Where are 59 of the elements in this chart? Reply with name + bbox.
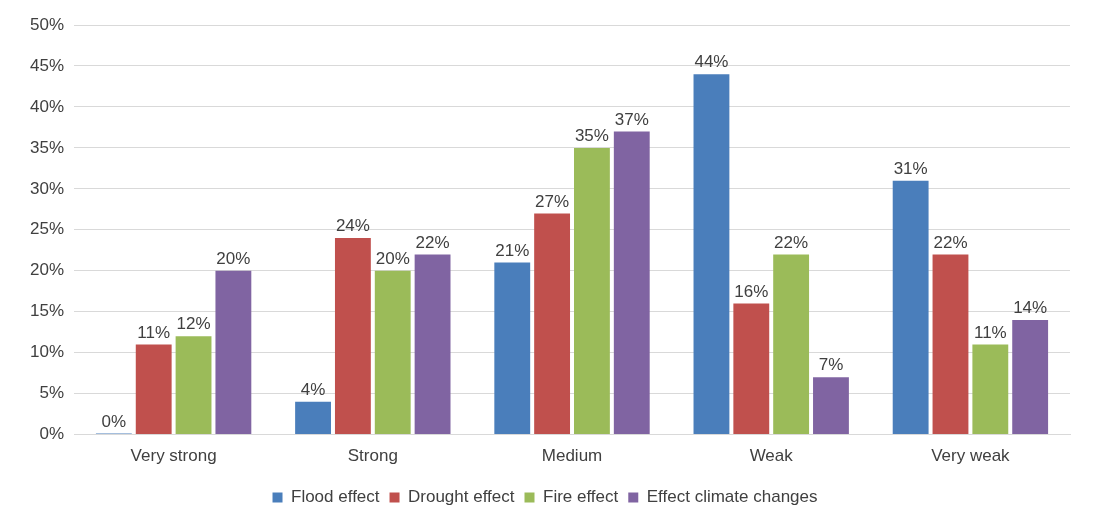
- data-label: 20%: [375, 248, 410, 268]
- y-tick-label: 45%: [29, 55, 65, 75]
- bar: [813, 377, 849, 435]
- data-label: 27%: [535, 191, 570, 211]
- data-label: 4%: [300, 380, 326, 400]
- data-label: 7%: [818, 355, 844, 375]
- data-label: 24%: [335, 216, 370, 236]
- data-label: 22%: [933, 232, 968, 252]
- bar: [773, 254, 810, 435]
- y-tick-label: 40%: [29, 96, 65, 116]
- x-tick-label: Very strong: [130, 446, 217, 466]
- bar: [733, 303, 770, 435]
- bar: [534, 213, 571, 435]
- y-tick-label: 50%: [29, 14, 65, 34]
- y-tick-label: 15%: [29, 301, 65, 321]
- data-label: 11%: [973, 322, 1007, 342]
- data-label: 11%: [137, 322, 171, 342]
- y-tick-label: 20%: [29, 260, 65, 280]
- x-tick-label: Strong: [347, 446, 398, 466]
- data-label: 21%: [495, 240, 530, 260]
- data-label: 22%: [774, 232, 809, 252]
- x-tick-label: Very weak: [931, 446, 1011, 466]
- data-label: 37%: [614, 109, 649, 129]
- data-label: 16%: [734, 281, 769, 301]
- bar: [334, 237, 371, 435]
- bar: [215, 270, 252, 435]
- data-label: 14%: [1013, 298, 1048, 318]
- legend-label: Fire effect: [543, 487, 619, 507]
- data-label: 12%: [176, 314, 211, 334]
- bar: [892, 180, 929, 435]
- y-tick-label: 25%: [29, 219, 65, 239]
- bar: [932, 254, 969, 435]
- bar: [693, 74, 730, 435]
- legend-label: Drought effect: [408, 487, 515, 507]
- y-tick-label: 10%: [29, 342, 65, 362]
- bar: [972, 344, 1009, 435]
- x-tick-label: Medium: [541, 446, 603, 466]
- bar: [295, 401, 331, 435]
- data-label: 20%: [216, 248, 251, 268]
- bar: [494, 262, 531, 435]
- legend-label: Effect climate changes: [646, 487, 818, 507]
- data-label: 31%: [893, 158, 928, 178]
- legend-label: Flood effect: [291, 487, 380, 507]
- bar: [374, 270, 411, 435]
- bar: [414, 254, 451, 435]
- y-tick-label: 5%: [39, 383, 65, 403]
- data-label: 35%: [574, 126, 609, 146]
- y-tick-label: 35%: [29, 137, 65, 157]
- bar: [1012, 319, 1049, 435]
- data-label: 0%: [101, 411, 127, 431]
- x-tick-label: Weak: [749, 446, 794, 466]
- bar: [574, 147, 610, 435]
- data-label: 44%: [694, 52, 729, 72]
- bar: [175, 336, 212, 435]
- y-tick-label: 30%: [29, 178, 65, 198]
- y-tick-label: 0%: [39, 424, 65, 444]
- bar: [613, 131, 650, 435]
- data-label: 22%: [415, 232, 450, 252]
- bar: [135, 344, 172, 435]
